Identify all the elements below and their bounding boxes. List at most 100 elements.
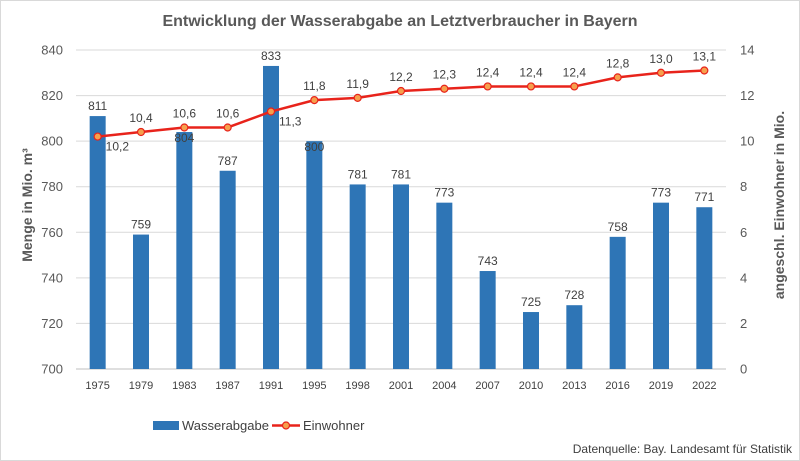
y2-tick-label: 6 xyxy=(740,225,747,240)
line-data-labels: 10,2 10,4 10,6 10,6 11,3 11,8 11,9 12,2 12,3 12,4… xyxy=(106,50,717,154)
legend: Wasserabgabe Einwohner xyxy=(153,418,365,433)
line-marker xyxy=(310,96,319,105)
x-tick-label: 1979 xyxy=(129,380,153,392)
bar-data-label: 759 xyxy=(131,218,151,232)
y-axis-left-ticks: 700 720 740 760 780 800 820 840 xyxy=(41,43,63,377)
x-tick-label: 2004 xyxy=(432,380,456,392)
y2-tick-label: 12 xyxy=(740,88,754,103)
y2-tick-label: 2 xyxy=(740,316,747,331)
bar xyxy=(176,132,193,369)
line-data-label: 13,0 xyxy=(649,52,673,66)
bar xyxy=(609,236,626,369)
y2-tick-label: 14 xyxy=(740,43,754,58)
x-tick-label: 2010 xyxy=(519,380,543,392)
line-data-label: 11,9 xyxy=(346,77,369,91)
y-tick-label: 700 xyxy=(41,362,63,377)
line-marker xyxy=(656,68,666,77)
bar-data-label: 725 xyxy=(521,295,541,309)
line-data-label: 10,6 xyxy=(173,106,197,120)
x-tick-label: 2019 xyxy=(649,380,673,392)
line-data-label: 11,3 xyxy=(279,115,302,129)
y2-tick-label: 0 xyxy=(740,362,747,377)
line-data-label: 11,8 xyxy=(303,79,326,93)
bar-data-label: 781 xyxy=(348,167,368,181)
line-marker xyxy=(93,132,102,141)
y-tick-label: 840 xyxy=(41,43,63,58)
x-tick-label: 1998 xyxy=(345,380,369,392)
line-marker xyxy=(353,93,362,102)
bar-data-label: 811 xyxy=(88,99,107,113)
line-marker xyxy=(180,123,189,132)
x-tick-label: 2013 xyxy=(562,380,586,392)
bar-series-wasserabgabe xyxy=(89,65,713,369)
line-data-label: 12,4 xyxy=(519,65,543,79)
line-data-label: 12,8 xyxy=(606,56,630,70)
bar-data-label: 833 xyxy=(261,49,281,63)
x-tick-label: 1987 xyxy=(215,380,239,392)
line-data-label: 13,1 xyxy=(693,50,717,64)
line-data-label: 12,3 xyxy=(433,68,457,82)
bar-data-label: 728 xyxy=(564,288,584,302)
x-tick-label: 2022 xyxy=(692,380,716,392)
y2-tick-label: 4 xyxy=(740,270,747,285)
legend-label-wasserabgabe: Wasserabgabe xyxy=(182,418,269,433)
line-marker xyxy=(266,107,276,116)
bar xyxy=(653,202,669,369)
legend-swatch-einwohner-marker xyxy=(281,421,291,430)
bar-data-label: 804 xyxy=(174,131,194,145)
y2-tick-label: 10 xyxy=(740,134,754,149)
bar xyxy=(479,271,496,369)
source-note: Datenquelle: Bay. Landesamt für Statisti… xyxy=(573,442,793,456)
line-marker xyxy=(613,73,622,82)
line-marker xyxy=(396,86,406,96)
x-tick-label: 1983 xyxy=(172,380,196,392)
bar-data-label: 773 xyxy=(434,186,454,200)
bar xyxy=(436,202,453,369)
y2-tick-label: 8 xyxy=(740,179,747,194)
bar-data-label: 771 xyxy=(694,190,714,204)
y-tick-label: 720 xyxy=(41,316,63,331)
bar xyxy=(219,170,236,369)
bar xyxy=(306,141,323,369)
line-data-label: 12,2 xyxy=(389,70,413,84)
bar-data-label: 758 xyxy=(608,220,628,234)
bar-data-label: 773 xyxy=(651,186,671,200)
x-tick-label: 1995 xyxy=(302,380,326,392)
line-marker xyxy=(700,66,709,75)
line-series-einwohner xyxy=(93,66,709,141)
line-data-label: 12,4 xyxy=(476,65,500,79)
line-data-label: 12,4 xyxy=(563,65,587,79)
line-data-label: 10,2 xyxy=(106,140,130,154)
y-tick-label: 780 xyxy=(41,179,63,194)
x-tick-label: 2001 xyxy=(389,380,413,392)
line-marker xyxy=(440,84,449,93)
x-tick-label: 1975 xyxy=(85,380,109,392)
x-tick-label: 1991 xyxy=(259,380,283,392)
x-axis-ticks: 1975 1979 1983 1987 1991 1995 1998 2001 2004 2007… xyxy=(85,380,716,392)
y-tick-label: 740 xyxy=(41,270,63,285)
bar-data-label: 787 xyxy=(218,154,238,168)
y-axis-right-title: angeschl. Einwohner in Mio. xyxy=(771,111,787,299)
y-axis-left-title: Menge in Mio. m³ xyxy=(19,148,35,262)
bar xyxy=(696,207,713,369)
line-marker xyxy=(483,82,492,91)
y-tick-label: 820 xyxy=(41,88,63,103)
bar xyxy=(523,312,539,369)
legend-swatch-wasserabgabe xyxy=(153,421,179,430)
bar xyxy=(263,65,279,369)
line-data-label: 10,4 xyxy=(129,111,153,125)
bar-data-labels: 811 759 804 787 833 800 781 781 773 743 725 728 758 7… xyxy=(88,49,715,309)
line-marker xyxy=(526,82,536,91)
y-tick-label: 760 xyxy=(41,225,63,240)
bar xyxy=(133,234,149,369)
line-marker xyxy=(570,82,579,91)
line-marker xyxy=(223,123,232,132)
bar-data-label: 800 xyxy=(304,140,324,154)
y-tick-label: 800 xyxy=(41,134,63,149)
line-data-label: 10,6 xyxy=(216,106,240,120)
x-tick-label: 2016 xyxy=(605,380,629,392)
chart-title: Entwicklung der Wasserabgabe an Letztver… xyxy=(162,13,637,30)
line-marker xyxy=(136,127,146,137)
bar xyxy=(393,184,409,369)
